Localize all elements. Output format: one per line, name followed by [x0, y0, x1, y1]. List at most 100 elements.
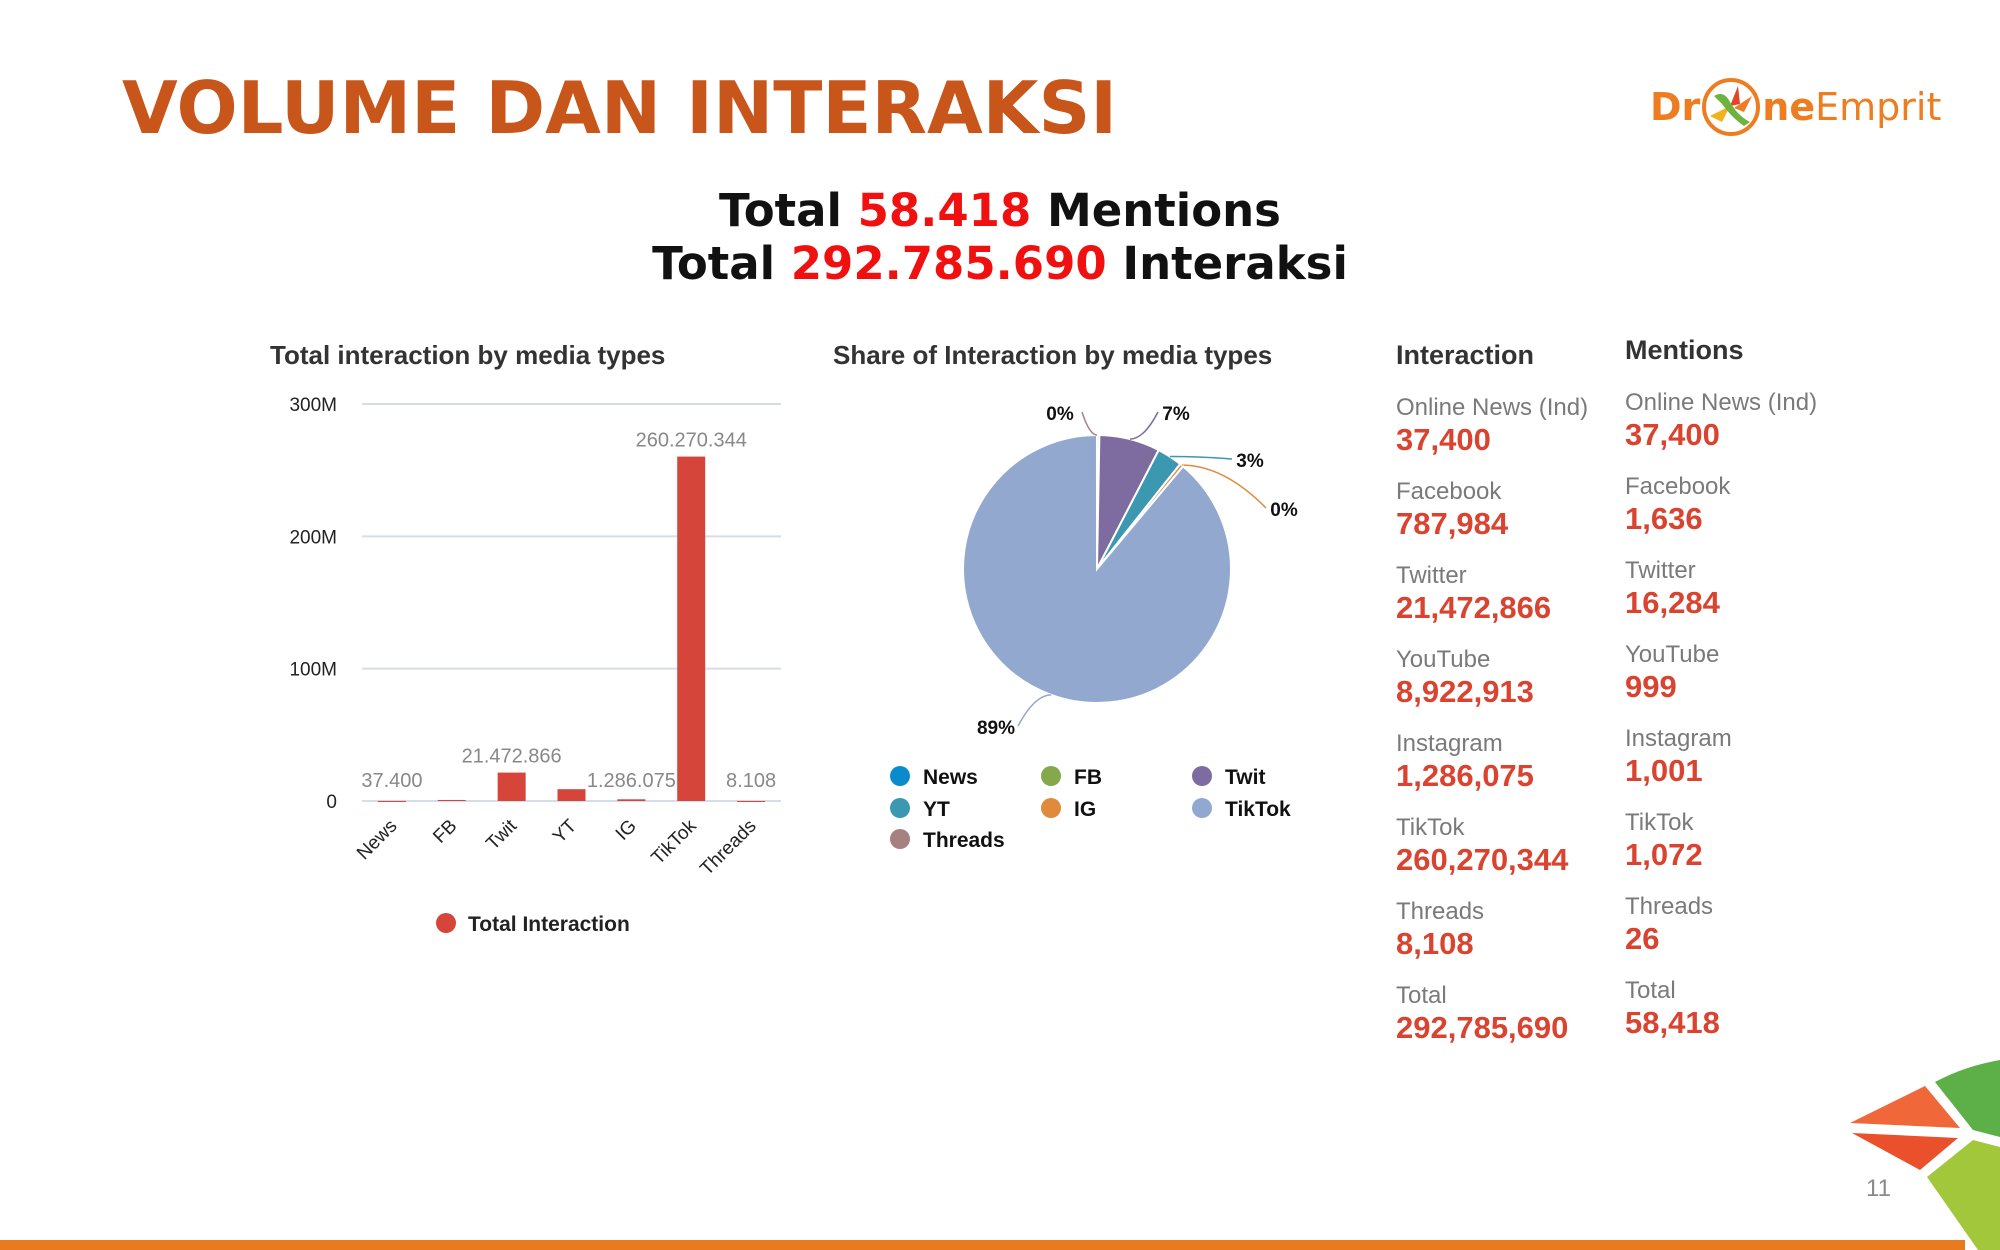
mentions-table-header: Mentions — [1625, 335, 1744, 365]
table-row: Total 292,785,690 — [1396, 982, 1568, 1046]
bar-threads — [737, 800, 766, 802]
bar-ig — [617, 799, 646, 801]
interaction-table-header: Interaction — [1396, 340, 1535, 370]
row-label: Facebook — [1396, 478, 1502, 505]
leader-line — [1169, 455, 1233, 460]
pie-data-label: 7% — [1162, 404, 1190, 425]
data-label: 37.400 — [361, 770, 422, 792]
page-number: 11 — [1866, 1175, 1891, 1202]
legend-label-fb: FB — [1074, 766, 1102, 789]
page-title: VOLUME DAN INTERAKSI — [122, 66, 1118, 150]
interaction-table: Interaction Online News (Ind) 37,400 Faceb… — [1396, 340, 1588, 1045]
bar-chart-title: Total interaction by media types — [270, 340, 666, 370]
bar-yt — [557, 789, 586, 801]
row-value: 37,400 — [1396, 422, 1491, 457]
decor-green-shape — [1935, 1060, 2000, 1137]
table-row: Total 58,418 — [1625, 977, 1720, 1041]
row-label: Instagram — [1625, 725, 1732, 752]
row-value: 16,284 — [1625, 585, 1720, 620]
row-value: 26 — [1625, 921, 1660, 956]
decor-lightgreen-shape — [1927, 1140, 2000, 1250]
table-row: Threads 26 — [1625, 893, 1713, 957]
legend-dot-news — [890, 766, 910, 786]
y-tick-label: 0 — [326, 792, 337, 813]
pie-data-label: 0% — [1046, 404, 1074, 425]
bar-news — [377, 800, 406, 802]
row-value: 21,472,866 — [1396, 590, 1552, 625]
total-mentions-value: 58.418 — [857, 184, 1032, 237]
table-row: Instagram 1,286,075 — [1396, 730, 1534, 794]
logo-text-dr: Dr — [1650, 85, 1701, 129]
legend-dot — [436, 913, 456, 933]
row-value: 1,286,075 — [1396, 758, 1534, 793]
row-label: YouTube — [1396, 646, 1491, 673]
logo-text-ne: ne — [1762, 85, 1816, 129]
row-value: 1,001 — [1625, 753, 1703, 788]
bottom-accent-bar — [0, 1240, 1965, 1250]
drone-emprit-logo: Dr ne Emprit — [1650, 72, 1941, 142]
table-row: Twitter 16,284 — [1625, 557, 1720, 621]
row-value: 1,072 — [1625, 837, 1703, 872]
table-row: TikTok 260,270,344 — [1396, 814, 1568, 878]
row-label: Threads — [1396, 898, 1485, 925]
row-value: 999 — [1625, 669, 1677, 704]
legend-label-threads: Threads — [923, 829, 1005, 852]
row-value: 58,418 — [1625, 1005, 1720, 1040]
row-label: Online News (Ind) — [1625, 389, 1818, 416]
legend-dot-yt — [890, 798, 910, 818]
table-row: Online News (Ind) 37,400 — [1625, 389, 1817, 453]
legend-label: Total Interaction — [468, 913, 630, 936]
row-label: Total — [1625, 977, 1676, 1004]
table-row: Facebook 1,636 — [1625, 473, 1730, 537]
table-row: Threads 8,108 — [1396, 898, 1484, 962]
leader-line — [1081, 411, 1098, 436]
legend-dot-ig — [1041, 798, 1061, 818]
table-row: Instagram 1,001 — [1625, 725, 1732, 789]
data-label: 21.472.866 — [462, 746, 562, 768]
total-interactions-line: Total 292.785.690 Interaksi — [0, 237, 2000, 290]
pie-chart: 7% 3% 0% 89% 0% News FB Twit YT IG TikTok Threads — [890, 404, 1298, 852]
total-interactions-value: 292.785.690 — [790, 237, 1107, 290]
leader-line — [1181, 464, 1267, 509]
legend-dot-fb — [1041, 766, 1061, 786]
row-value: 37,400 — [1625, 417, 1720, 452]
table-row: Online News (Ind) 37,400 — [1396, 394, 1588, 458]
legend-label-tiktok: TikTok — [1225, 798, 1291, 821]
legend-dot-twit — [1192, 766, 1212, 786]
table-row: YouTube 999 — [1625, 641, 1719, 705]
row-label: Total — [1396, 982, 1447, 1009]
row-value: 1,636 — [1625, 501, 1703, 536]
total-interactions-suffix: Interaksi — [1122, 237, 1348, 290]
logo-text-emprit: Emprit — [1815, 85, 1942, 129]
bird-circle-icon — [1702, 78, 1761, 136]
row-label: Instagram — [1396, 730, 1503, 757]
bar-tiktok — [677, 456, 706, 801]
row-value: 8,922,913 — [1396, 674, 1534, 709]
total-mentions-suffix: Mentions — [1046, 184, 1281, 237]
row-label: Twitter — [1396, 562, 1467, 589]
row-value: 260,270,344 — [1396, 842, 1569, 877]
total-mentions-prefix: Total — [719, 184, 842, 237]
row-label: Threads — [1625, 893, 1714, 920]
pie-data-label: 3% — [1236, 451, 1264, 472]
row-label: TikTok — [1625, 809, 1694, 836]
leader-line — [1017, 694, 1052, 727]
leader-line — [1129, 411, 1159, 440]
mentions-table: Mentions Online News (Ind) 37,400 Facebook… — [1625, 335, 1817, 1040]
table-row: Twitter 21,472,866 — [1396, 562, 1551, 626]
y-tick-label: 300M — [289, 395, 337, 416]
table-row: YouTube 8,922,913 — [1396, 646, 1534, 710]
legend-label-news: News — [923, 766, 978, 789]
bar-twit — [497, 772, 526, 801]
decor-red-shape — [1852, 1133, 1958, 1170]
table-row: TikTok 1,072 — [1625, 809, 1703, 873]
row-label: TikTok — [1396, 814, 1465, 841]
bar-fb — [437, 799, 466, 801]
pie-data-label: 0% — [1270, 500, 1298, 521]
total-mentions-line: Total 58.418 Mentions — [0, 184, 2000, 237]
data-label: 260.270.344 — [636, 430, 747, 452]
total-interactions-prefix: Total — [652, 237, 776, 290]
y-tick-label: 100M — [289, 660, 337, 681]
